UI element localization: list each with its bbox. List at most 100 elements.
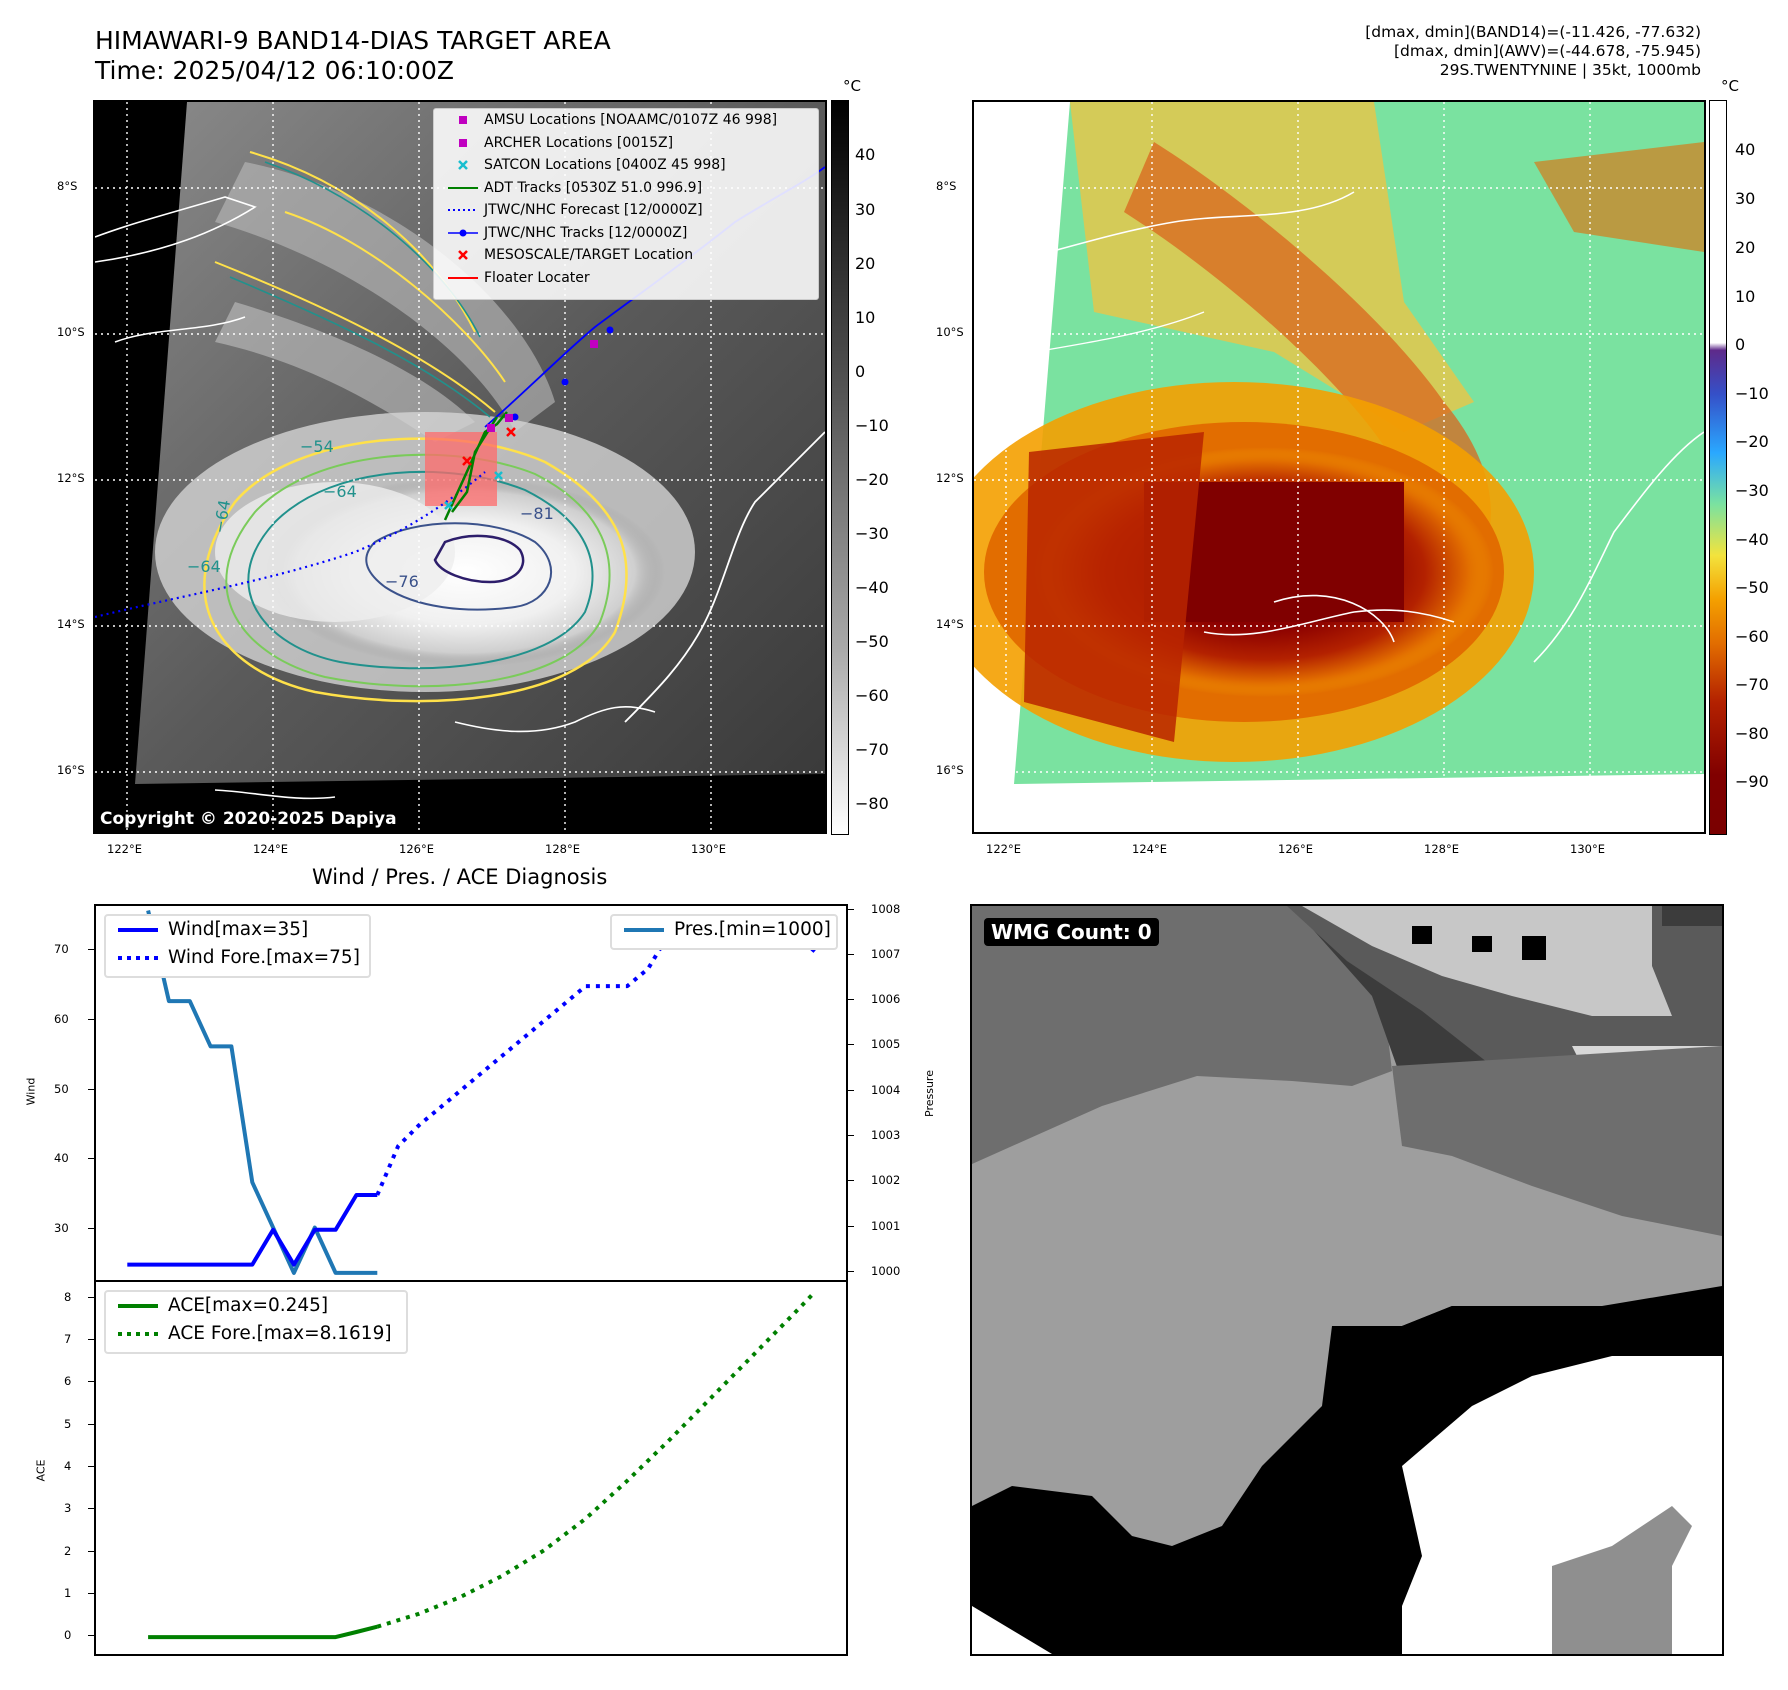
legend-label: AMSU Locations [NOAAMC/0107Z 46 998] [484,112,778,128]
wind-legend: Wind[max=35] Wind Fore.[max=75] [104,914,371,978]
tick-mark [88,1296,94,1298]
tick-mark [848,1089,854,1091]
copyright-text: Copyright © 2020-2025 Dapiya [100,809,397,829]
ace-tick-label: 8 [64,1289,72,1304]
legend-label: MESOSCALE/TARGET Location [484,247,694,263]
awv-map [972,100,1706,834]
tick-mark [88,1508,94,1510]
lat-tick-label: 8°S [936,179,957,193]
tick-mark [88,949,94,951]
pressure-tick-label: 1006 [871,992,901,1007]
legend-entry: Pres.[min=1000] [612,916,836,944]
colorbar-tick-label: 20 [855,254,876,273]
legend-label: JTWC/NHC Tracks [12/0000Z] [484,224,688,241]
lat-tick-label: 10°S [936,325,964,339]
ace-plot-svg [148,1290,817,1640]
legend-entry: ACE[max=0.245] [106,1292,406,1320]
colorbar-tick-label: −60 [855,686,889,705]
colorbar-tick-label: −50 [1735,578,1769,597]
colorbar-tick-label: −30 [855,524,889,543]
tick-mark [848,908,854,910]
legend-entry: ADT Tracks [0530Z 51.0 996.9] [434,177,818,200]
ace-tick-label: 2 [64,1543,72,1558]
legend-entry: SATCON Locations [0400Z 45 998] [434,154,818,177]
ir-map: −54 −64 −64 −64 −81 −76 AMSU Locations [… [93,100,827,834]
colorbar-tick-label: −10 [1735,384,1769,403]
wind-plot: Wind[max=35] Wind Fore.[max=75] Pres.[min… [94,904,848,1282]
ir-colorbar-unit: °C [843,77,861,95]
pressure-tick-label: 1002 [871,1173,901,1188]
ace-tick-label: 1 [64,1585,72,1600]
colorbar-tick-label: 40 [855,145,876,164]
tick-mark [88,1550,94,1552]
colorbar-tick-label: −40 [855,578,889,597]
pressure-tick-label: 1003 [871,1128,901,1143]
tick-mark [88,1339,94,1341]
contour-label-2: −64 [323,482,357,501]
tick-mark [848,1044,854,1046]
wmg-map: WMG Count: 0 [970,904,1724,1656]
legend-entry: AMSU Locations [NOAAMC/0107Z 46 998] [434,109,818,132]
ir-title-line2: Time: 2025/04/12 06:10:00Z [95,56,454,85]
contour-label-4: −64 [187,557,221,576]
legend-label: Wind Fore.[max=75] [168,947,360,968]
wind-tick-label: 50 [54,1081,69,1096]
legend-label: ADT Tracks [0530Z 51.0 996.9] [484,179,703,196]
tick-mark [88,1466,94,1467]
legend-symbol-icon [448,209,478,211]
tick-mark [88,1158,94,1160]
pressure-ylabel: Pressure [922,1070,936,1117]
lat-tick-label: 10°S [57,325,85,339]
tick-mark [88,1423,94,1425]
lon-tick-label: 128°E [1424,842,1459,856]
lat-tick-label: 16°S [936,763,964,777]
legend-label: SATCON Locations [0400Z 45 998] [484,157,726,173]
pressure-legend: Pres.[min=1000] [610,914,838,950]
pressure-tick-label: 1001 [871,1218,901,1233]
legend-line-icon [118,1304,158,1308]
tick-mark [88,1381,94,1383]
legend-line-icon [118,1332,158,1336]
ace-forecast-line [376,1290,817,1629]
pressure-line [146,910,378,1275]
tick-mark [848,1180,854,1182]
ace-plot: ACE[max=0.245] ACE Fore.[max=8.1619] [94,1280,848,1656]
legend-label: JTWC/NHC Forecast [12/0000Z] [484,202,703,218]
ace-tick-label: 0 [64,1628,72,1643]
legend-entry: Wind[max=35] [106,916,369,944]
lon-tick-label: 126°E [1278,842,1313,856]
wind-panel-title: Wind / Pres. / ACE Diagnosis [312,865,608,889]
ace-tick-label: 3 [64,1501,72,1516]
awv-colorbar [1709,100,1727,835]
wmg-map-image [972,906,1722,1654]
awv-info: [dmax, dmin](BAND14)=(-11.426, -77.632) … [1365,23,1701,80]
colorbar-tick-label: 40 [1735,140,1756,159]
colorbar-tick-label: −40 [1735,530,1769,549]
colorbar-tick-label: 10 [855,308,876,327]
lon-tick-label: 122°E [107,842,142,856]
lat-tick-label: 12°S [57,471,85,485]
legend-line-icon [624,928,664,932]
tick-mark [848,999,854,1001]
tick-mark [88,1592,94,1594]
contour-label-1: −54 [300,437,334,456]
legend-symbol-icon [448,186,478,189]
legend-symbol-icon [448,229,478,236]
legend-symbol-icon [458,250,468,260]
lon-tick-label: 130°E [691,842,726,856]
tick-mark [848,1225,854,1227]
legend-label: ACE[max=0.245] [168,1295,329,1316]
colorbar-tick-label: −10 [855,416,889,435]
lon-tick-label: 122°E [986,842,1021,856]
awv-info-line2: [dmax, dmin](AWV)=(-44.678, -75.945) [1394,42,1701,60]
lat-tick-label: 14°S [936,617,964,631]
pressure-tick-label: 1000 [871,1263,901,1278]
wind-tick-label: 40 [54,1151,69,1166]
ace-line [148,1624,378,1640]
legend-symbol-icon [448,276,478,279]
wind-forecast-line [375,914,817,1196]
contour-label-6: −76 [385,572,419,591]
tick-mark [848,1135,854,1137]
awv-map-image [974,102,1704,832]
colorbar-tick-label: −50 [855,632,889,651]
